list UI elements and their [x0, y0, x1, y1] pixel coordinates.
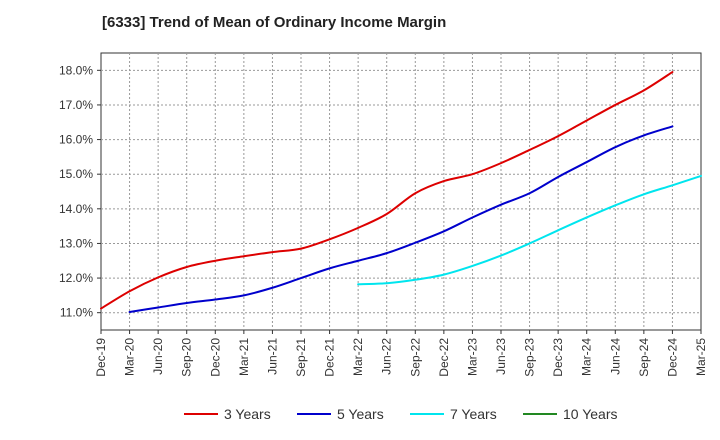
series-line-7-years [357, 174, 702, 286]
legend-item-7-years: 7 Years [410, 406, 497, 422]
series-line-3-years [100, 71, 674, 310]
x-tick-label: Sep-21 [294, 338, 308, 377]
x-tick-label: Dec-20 [208, 338, 222, 377]
x-tick-label: Jun-24 [608, 338, 622, 375]
plot-area [100, 52, 702, 331]
series-layer [100, 71, 702, 313]
legend-label: 3 Years [224, 406, 271, 422]
x-tick-label: Dec-24 [665, 338, 679, 377]
series-line-5-years [128, 125, 674, 313]
chart-title: [6333] Trend of Mean of Ordinary Income … [102, 14, 447, 31]
x-tick-label: Jun-20 [151, 338, 165, 375]
x-tick-label: Mar-21 [237, 338, 251, 376]
x-tick-label: Dec-22 [437, 338, 451, 377]
x-tick-label: Mar-23 [465, 338, 479, 376]
x-tick-label: Jun-23 [494, 338, 508, 375]
x-tick-label: Mar-22 [351, 338, 365, 376]
x-tick-label: Mar-25 [694, 338, 708, 376]
grid-layer [101, 53, 701, 330]
legend-item-3-years: 3 Years [184, 406, 271, 422]
y-tick-label: 16.0% [59, 133, 93, 147]
x-tick-label: Sep-23 [523, 338, 537, 377]
y-tick-label: 14.0% [59, 202, 93, 216]
y-tick-label: 15.0% [59, 167, 93, 181]
legend-label: 10 Years [563, 406, 618, 422]
x-tick-label: Mar-24 [580, 338, 594, 376]
x-tick-label: Dec-19 [94, 338, 108, 377]
x-tick-label: Jun-21 [265, 338, 279, 375]
x-tick-label: Mar-20 [123, 338, 137, 376]
x-tick-label: Dec-21 [323, 338, 337, 377]
y-tick-label: 11.0% [60, 306, 93, 320]
x-tick-label: Sep-24 [637, 338, 651, 377]
legend-item-5-years: 5 Years [297, 406, 384, 422]
y-tick-label: 13.0% [59, 236, 93, 250]
x-tick-label: Jun-22 [380, 338, 394, 375]
legend-item-10-years: 10 Years [523, 406, 618, 422]
legend: 3 Years 5 Years 7 Years 10 Years [184, 406, 618, 422]
legend-label: 7 Years [450, 406, 497, 422]
legend-label: 5 Years [337, 406, 384, 422]
y-tick-label: 18.0% [59, 63, 93, 77]
x-tick-label: Sep-22 [408, 338, 422, 377]
x-tick-label: Sep-20 [180, 338, 194, 377]
y-tick-label: 12.0% [59, 271, 93, 285]
axis-layer: Dec-19 Mar-20 Jun-20 Sep-20 Dec-20 Mar-21 Jun-… [59, 63, 708, 376]
y-tick-label: 17.0% [59, 98, 93, 112]
x-tick-label: Dec-23 [551, 338, 565, 377]
